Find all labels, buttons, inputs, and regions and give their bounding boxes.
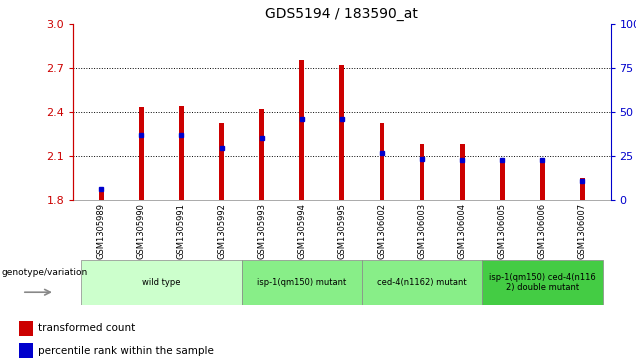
Text: isp-1(qm150) ced-4(n116
2) double mutant: isp-1(qm150) ced-4(n116 2) double mutant [489,273,596,292]
Text: genotype/variation: genotype/variation [1,268,88,277]
Title: GDS5194 / 183590_at: GDS5194 / 183590_at [265,7,418,21]
Bar [19,343,34,358]
Bar [540,159,545,200]
Text: percentile rank within the sample: percentile rank within the sample [38,346,214,356]
Text: GSM1306006: GSM1306006 [538,203,547,259]
Text: GSM1305992: GSM1305992 [217,203,226,258]
Bar [219,123,224,200]
Text: isp-1(qm150) mutant: isp-1(qm150) mutant [257,278,347,287]
Bar [99,192,104,200]
Text: wild type: wild type [142,278,181,287]
Bar [19,321,34,336]
Bar [259,109,264,200]
Bar [420,144,424,200]
Bar [380,123,384,200]
Bar [300,60,304,200]
FancyBboxPatch shape [362,260,482,305]
Text: ced-4(n1162) mutant: ced-4(n1162) mutant [377,278,467,287]
Text: GSM1306002: GSM1306002 [377,203,387,259]
Bar [179,106,184,200]
Text: GSM1306007: GSM1306007 [578,203,587,259]
Text: GSM1305991: GSM1305991 [177,203,186,258]
Bar [580,178,585,200]
Text: GSM1305995: GSM1305995 [337,203,347,258]
Bar [340,65,344,200]
Text: GSM1305993: GSM1305993 [257,203,266,259]
FancyBboxPatch shape [482,260,602,305]
Text: GSM1306005: GSM1306005 [498,203,507,259]
Text: transformed count: transformed count [38,323,135,333]
Text: GSM1306004: GSM1306004 [458,203,467,259]
FancyBboxPatch shape [242,260,362,305]
Text: GSM1305994: GSM1305994 [297,203,307,258]
Text: GSM1306003: GSM1306003 [418,203,427,259]
Bar [460,144,464,200]
FancyBboxPatch shape [81,260,242,305]
Text: GSM1305989: GSM1305989 [97,203,106,259]
Bar [500,160,505,200]
Bar [139,107,144,200]
Text: GSM1305990: GSM1305990 [137,203,146,258]
